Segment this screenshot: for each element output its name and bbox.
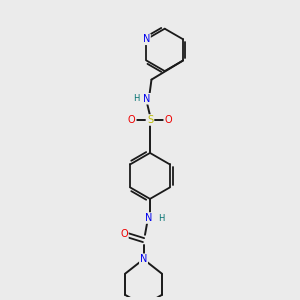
Text: N: N [145, 213, 152, 223]
Text: O: O [164, 115, 172, 125]
Text: N: N [140, 254, 147, 264]
Text: O: O [128, 115, 136, 125]
Text: O: O [120, 229, 128, 239]
Text: H: H [133, 94, 139, 103]
Text: N: N [143, 34, 150, 44]
Text: N: N [143, 94, 151, 104]
Text: H: H [158, 214, 164, 223]
Text: S: S [147, 115, 153, 125]
